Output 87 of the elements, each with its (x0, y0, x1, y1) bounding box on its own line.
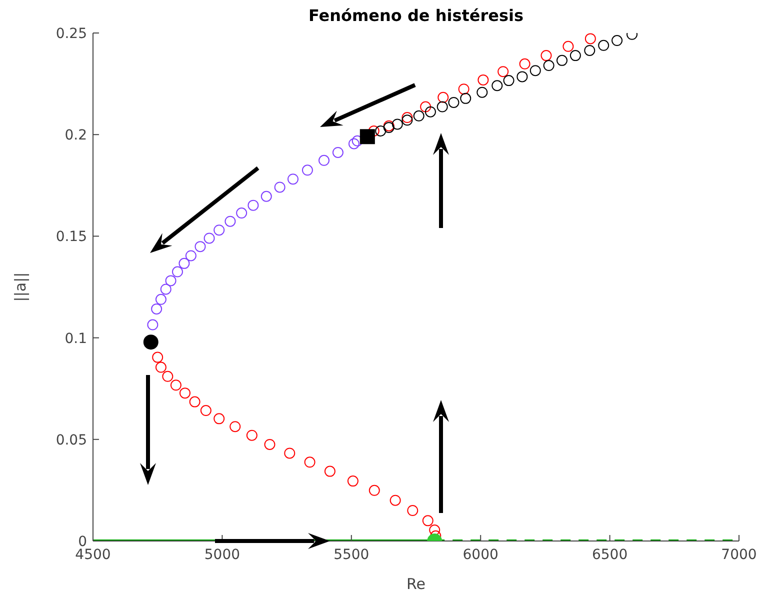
y-tick-label: 0.25 (56, 26, 87, 42)
y-tick-label: 0.2 (64, 128, 87, 144)
point (143, 334, 158, 350)
point (543, 60, 554, 72)
point (478, 74, 489, 86)
point (332, 146, 344, 158)
point (204, 232, 215, 244)
point (503, 75, 514, 86)
point (436, 101, 448, 112)
point (284, 448, 296, 459)
point (236, 208, 248, 219)
point (390, 494, 401, 506)
point (260, 190, 272, 202)
x-axis-title: Re (406, 575, 426, 593)
point (151, 303, 162, 314)
point (584, 44, 596, 56)
point (152, 352, 164, 363)
point (562, 40, 574, 52)
point (304, 456, 316, 468)
point (516, 71, 528, 82)
point (460, 92, 472, 104)
point (360, 129, 375, 144)
point (189, 396, 200, 408)
point (160, 284, 172, 295)
point (530, 65, 541, 76)
point (375, 125, 386, 136)
point (368, 484, 380, 496)
point (194, 241, 206, 252)
point (570, 50, 581, 62)
point (248, 200, 259, 211)
point (368, 125, 380, 136)
x-tick-label: 6000 (462, 546, 498, 563)
point (492, 80, 503, 92)
point (162, 370, 174, 382)
point (324, 466, 336, 477)
point (598, 40, 610, 51)
point (347, 476, 358, 487)
point (302, 164, 313, 176)
x-tick-label: 6500 (592, 546, 628, 563)
point (214, 224, 225, 236)
point (422, 515, 434, 526)
point (155, 294, 166, 305)
y-tick-label: 0.05 (56, 432, 87, 448)
y-tick-label: 0.1 (64, 330, 87, 347)
x-tick-label: 5500 (334, 546, 370, 563)
point (246, 430, 258, 441)
point (402, 114, 413, 126)
point (519, 58, 530, 70)
point (540, 50, 552, 62)
point (170, 380, 182, 391)
point (172, 266, 183, 278)
point (348, 138, 360, 150)
point (413, 110, 424, 122)
point (476, 86, 488, 98)
point (424, 106, 436, 118)
point (498, 66, 509, 78)
chart-title: Fenómeno de histéresis (307, 6, 525, 25)
point (224, 216, 236, 227)
point (420, 101, 432, 112)
point (612, 35, 623, 46)
point (352, 135, 363, 146)
point (147, 319, 158, 330)
point (214, 413, 225, 424)
point (155, 362, 166, 373)
point (274, 182, 286, 193)
x-tick-label: 7000 (721, 546, 757, 563)
point (458, 84, 470, 95)
point (230, 421, 241, 432)
point (185, 250, 196, 262)
point (165, 275, 176, 286)
point (584, 33, 596, 44)
x-tick-label: 5000 (204, 546, 240, 563)
point (438, 92, 449, 103)
y-axis-title: ||a|| (11, 272, 30, 302)
point (179, 388, 190, 399)
point (288, 174, 298, 185)
point (448, 96, 460, 108)
point (556, 54, 568, 66)
point (178, 258, 190, 269)
point (200, 405, 212, 416)
point (407, 505, 418, 516)
point (402, 112, 413, 124)
point (264, 438, 276, 450)
point (429, 524, 440, 536)
point (318, 154, 330, 166)
point (392, 118, 403, 130)
y-tick-label: 0.15 (56, 229, 87, 246)
